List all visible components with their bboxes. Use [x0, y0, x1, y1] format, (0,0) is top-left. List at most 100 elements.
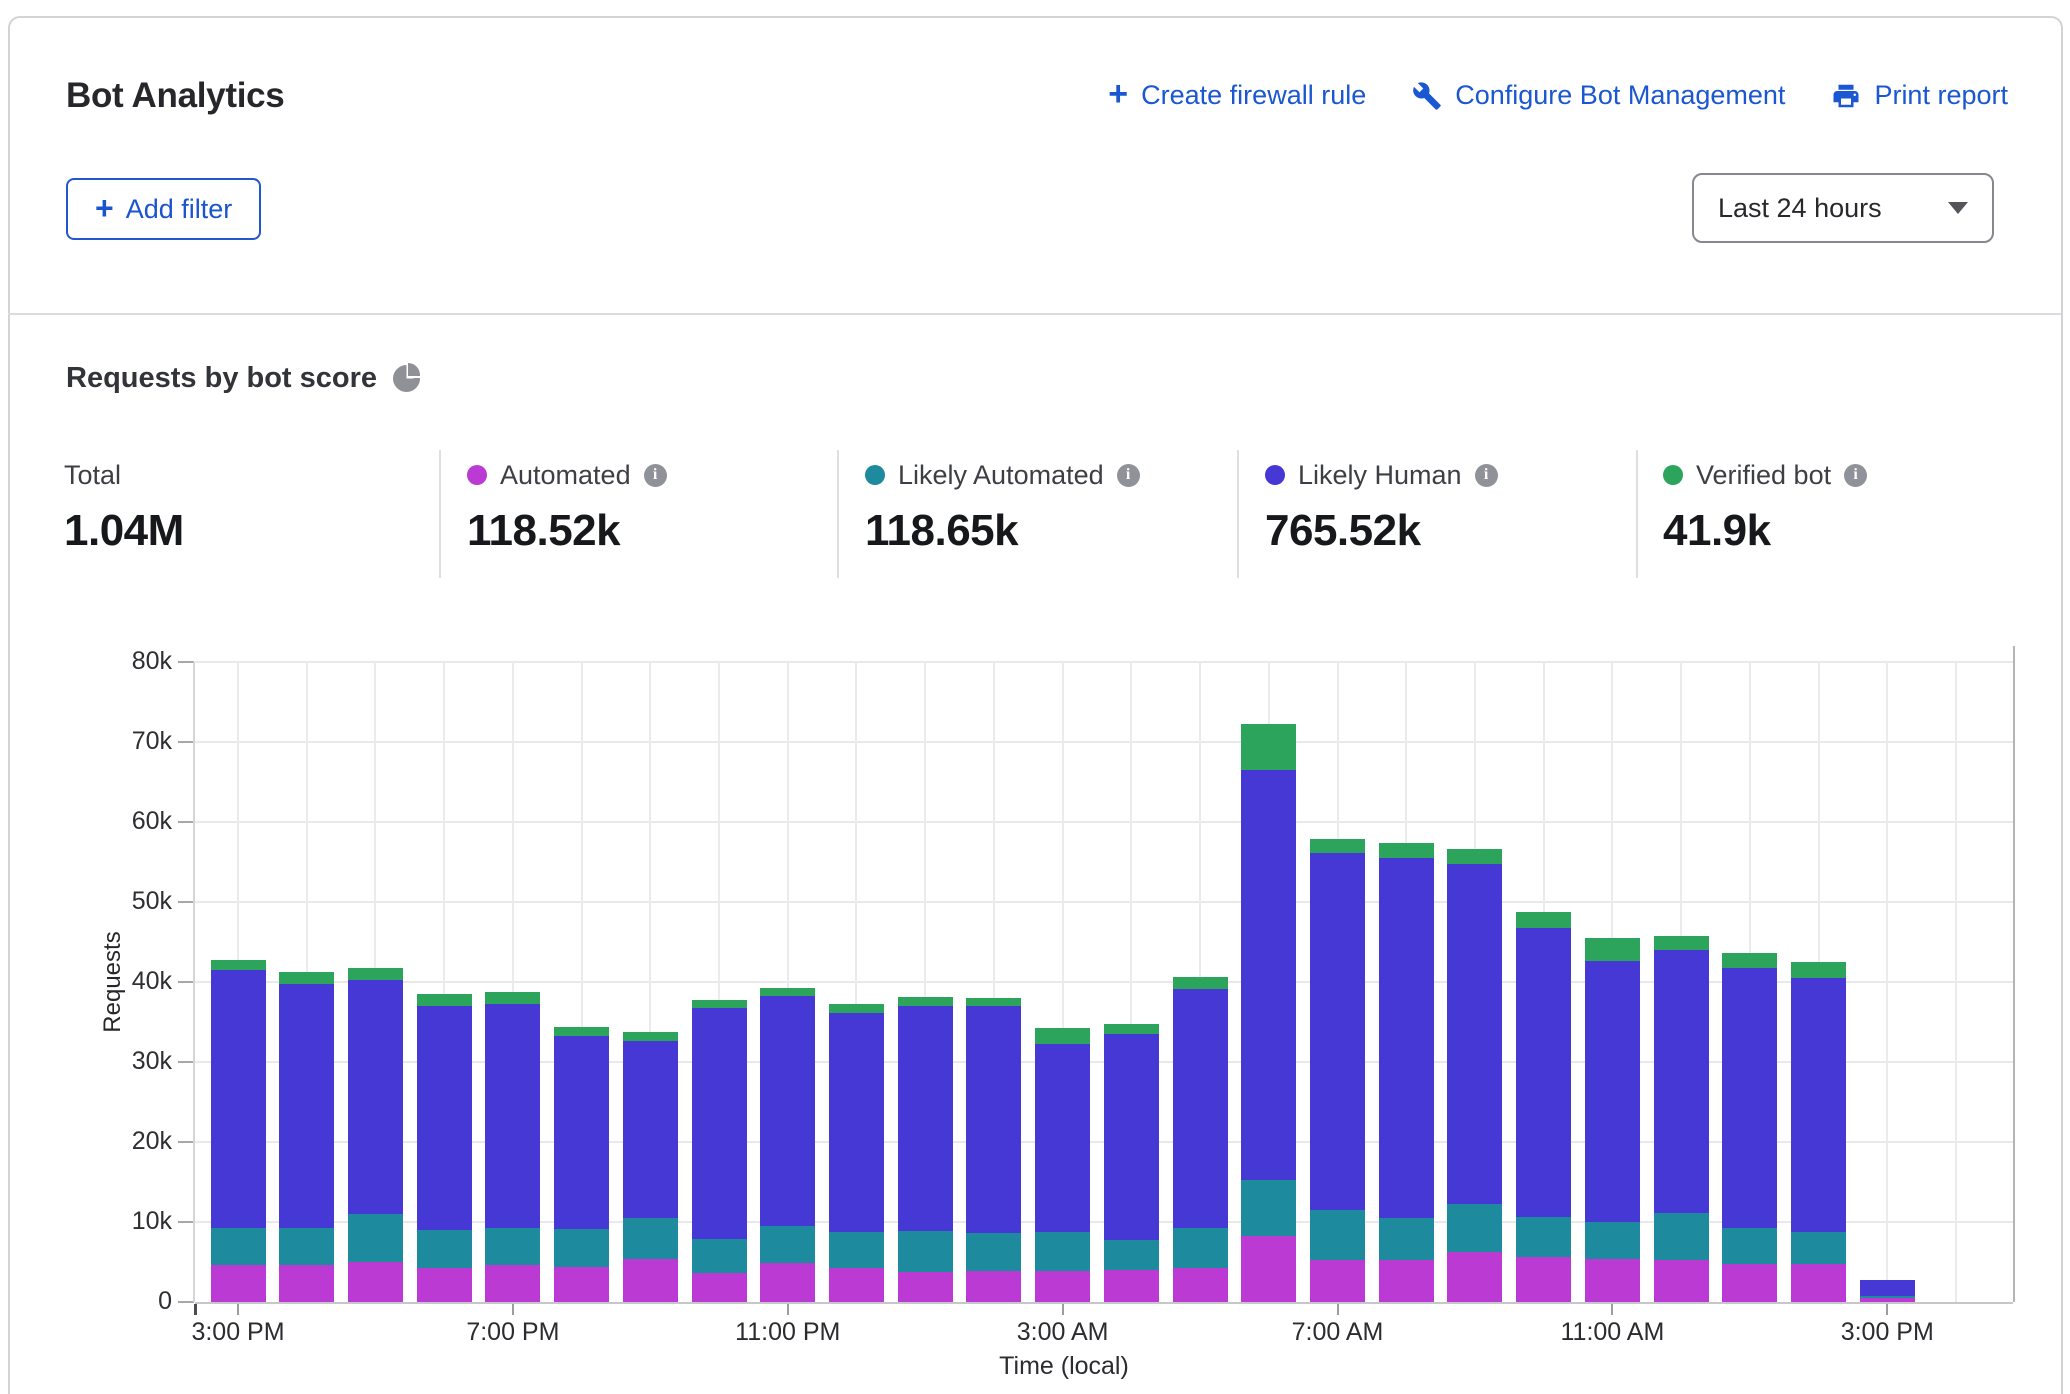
chart-bar-1100pm[interactable] — [760, 988, 815, 1302]
bar-segment-likely-human[interactable] — [829, 1013, 884, 1232]
bar-segment-automated[interactable] — [1860, 1298, 1915, 1302]
bar-segment-verified-bot[interactable] — [485, 992, 540, 1004]
bar-segment-automated[interactable] — [1516, 1257, 1571, 1302]
bar-segment-likely-human[interactable] — [1173, 989, 1228, 1227]
bar-segment-likely-automated[interactable] — [1516, 1217, 1571, 1257]
bar-segment-likely-automated[interactable] — [1310, 1210, 1365, 1260]
bar-segment-automated[interactable] — [279, 1265, 334, 1302]
bar-segment-likely-automated[interactable] — [554, 1229, 609, 1267]
bar-segment-verified-bot[interactable] — [417, 994, 472, 1006]
bar-segment-automated[interactable] — [1379, 1260, 1434, 1302]
bar-segment-verified-bot[interactable] — [1722, 953, 1777, 967]
bar-segment-likely-automated[interactable] — [829, 1232, 884, 1268]
time-range-dropdown[interactable]: Last 24 hours — [1692, 173, 1994, 243]
bar-segment-likely-automated[interactable] — [348, 1214, 403, 1262]
bar-segment-verified-bot[interactable] — [1104, 1024, 1159, 1034]
create-firewall-rule-link[interactable]: + Create firewall rule — [1108, 80, 1366, 111]
bar-segment-verified-bot[interactable] — [279, 972, 334, 984]
chart-bar-400am[interactable] — [1104, 1024, 1159, 1302]
chart-bar-1000pm[interactable] — [692, 1000, 747, 1302]
bar-segment-likely-automated[interactable] — [1654, 1213, 1709, 1260]
bar-segment-verified-bot[interactable] — [348, 968, 403, 981]
print-report-link[interactable]: Print report — [1831, 80, 2008, 111]
bar-segment-automated[interactable] — [1791, 1264, 1846, 1302]
bar-segment-likely-automated[interactable] — [1791, 1232, 1846, 1265]
bar-segment-likely-automated[interactable] — [898, 1231, 953, 1273]
chart-bar-200pm[interactable] — [1791, 962, 1846, 1302]
chart-bar-500pm[interactable] — [348, 968, 403, 1302]
bar-segment-automated[interactable] — [348, 1262, 403, 1302]
bar-segment-verified-bot[interactable] — [1654, 936, 1709, 950]
bar-segment-verified-bot[interactable] — [1379, 843, 1434, 858]
bar-segment-likely-human[interactable] — [1516, 928, 1571, 1218]
bar-segment-likely-human[interactable] — [554, 1036, 609, 1230]
bar-segment-likely-human[interactable] — [1585, 961, 1640, 1222]
bar-segment-verified-bot[interactable] — [554, 1027, 609, 1036]
bar-segment-likely-automated[interactable] — [485, 1228, 540, 1266]
info-icon[interactable]: i — [1475, 464, 1498, 487]
bar-segment-likely-human[interactable] — [1722, 968, 1777, 1229]
bar-segment-likely-human[interactable] — [417, 1006, 472, 1230]
bar-segment-likely-automated[interactable] — [1447, 1204, 1502, 1253]
bar-segment-automated[interactable] — [1310, 1260, 1365, 1302]
chart-bar-1200am[interactable] — [829, 1004, 884, 1302]
chart-bar-1200pm[interactable] — [1654, 936, 1709, 1302]
bar-segment-likely-human[interactable] — [211, 970, 266, 1228]
bar-segment-verified-bot[interactable] — [1035, 1028, 1090, 1043]
bar-segment-verified-bot[interactable] — [760, 988, 815, 995]
bar-segment-verified-bot[interactable] — [898, 997, 953, 1006]
chart-bar-300am[interactable] — [1035, 1028, 1090, 1302]
bar-segment-verified-bot[interactable] — [1310, 839, 1365, 853]
bar-segment-likely-human[interactable] — [1860, 1280, 1915, 1295]
bar-segment-verified-bot[interactable] — [829, 1004, 884, 1013]
bar-segment-likely-automated[interactable] — [1035, 1232, 1090, 1270]
bar-segment-likely-automated[interactable] — [760, 1226, 815, 1263]
bar-segment-verified-bot[interactable] — [211, 960, 266, 970]
bar-segment-likely-human[interactable] — [692, 1008, 747, 1238]
bar-segment-automated[interactable] — [417, 1268, 472, 1302]
bar-segment-likely-human[interactable] — [1447, 864, 1502, 1203]
bar-segment-verified-bot[interactable] — [623, 1032, 678, 1041]
chart-bar-100am[interactable] — [898, 997, 953, 1302]
bar-segment-likely-human[interactable] — [623, 1041, 678, 1218]
bar-segment-likely-automated[interactable] — [1173, 1228, 1228, 1269]
bar-segment-verified-bot[interactable] — [1447, 849, 1502, 864]
chart-bar-300pm[interactable] — [211, 960, 266, 1302]
bar-segment-likely-automated[interactable] — [692, 1239, 747, 1273]
bar-segment-likely-human[interactable] — [1379, 858, 1434, 1218]
bar-segment-likely-automated[interactable] — [1722, 1228, 1777, 1263]
bar-segment-likely-human[interactable] — [348, 980, 403, 1214]
chart-bar-700am[interactable] — [1310, 839, 1365, 1302]
bar-segment-automated[interactable] — [623, 1259, 678, 1302]
bar-segment-automated[interactable] — [829, 1268, 884, 1302]
bar-segment-likely-automated[interactable] — [1241, 1180, 1296, 1236]
bar-segment-likely-human[interactable] — [1035, 1044, 1090, 1233]
info-icon[interactable]: i — [1844, 464, 1867, 487]
bar-segment-automated[interactable] — [760, 1263, 815, 1302]
configure-bot-management-link[interactable]: Configure Bot Management — [1412, 80, 1785, 111]
bar-segment-likely-automated[interactable] — [211, 1228, 266, 1265]
bar-segment-likely-human[interactable] — [1791, 978, 1846, 1232]
bar-segment-verified-bot[interactable] — [1585, 938, 1640, 961]
bar-segment-likely-human[interactable] — [1241, 770, 1296, 1180]
bar-segment-automated[interactable] — [1035, 1271, 1090, 1302]
bar-segment-likely-automated[interactable] — [1585, 1222, 1640, 1259]
bar-segment-automated[interactable] — [1585, 1259, 1640, 1302]
chart-bar-600am[interactable] — [1241, 724, 1296, 1302]
bar-segment-likely-automated[interactable] — [279, 1228, 334, 1266]
bar-segment-verified-bot[interactable] — [1241, 724, 1296, 770]
bar-segment-likely-human[interactable] — [760, 996, 815, 1226]
bar-segment-verified-bot[interactable] — [692, 1000, 747, 1009]
bar-segment-likely-human[interactable] — [279, 984, 334, 1228]
chart-bar-500am[interactable] — [1173, 977, 1228, 1302]
chart-bar-1000am[interactable] — [1516, 912, 1571, 1302]
bar-segment-likely-human[interactable] — [1310, 853, 1365, 1210]
info-icon[interactable]: i — [1117, 464, 1140, 487]
bar-segment-automated[interactable] — [1722, 1264, 1777, 1302]
bar-segment-verified-bot[interactable] — [1791, 962, 1846, 978]
bar-segment-automated[interactable] — [485, 1265, 540, 1302]
bar-segment-likely-automated[interactable] — [417, 1230, 472, 1268]
bar-segment-automated[interactable] — [1654, 1260, 1709, 1302]
bar-segment-likely-human[interactable] — [485, 1004, 540, 1228]
chart-bar-900pm[interactable] — [623, 1032, 678, 1302]
